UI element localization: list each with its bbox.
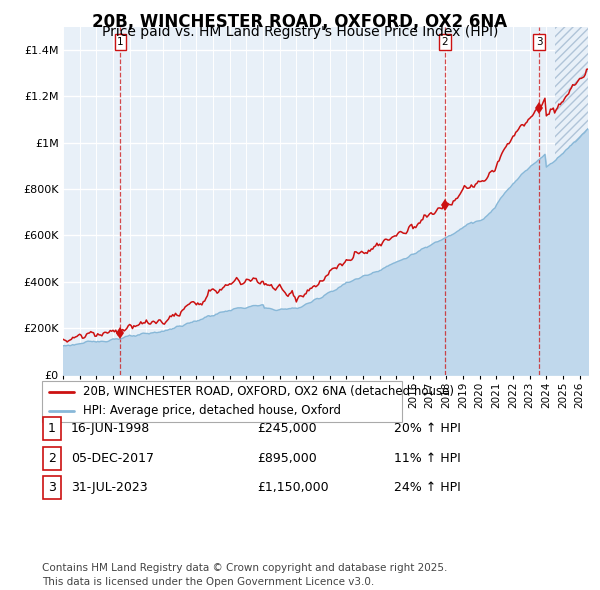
Text: 1: 1	[48, 422, 56, 435]
Text: 16-JUN-1998: 16-JUN-1998	[71, 422, 150, 435]
Text: 2: 2	[442, 37, 448, 47]
Text: 20% ↑ HPI: 20% ↑ HPI	[394, 422, 460, 435]
Text: 20B, WINCHESTER ROAD, OXFORD, OX2 6NA (detached house): 20B, WINCHESTER ROAD, OXFORD, OX2 6NA (d…	[83, 385, 454, 398]
Text: 1: 1	[117, 37, 124, 47]
Text: 2: 2	[48, 451, 56, 465]
Text: HPI: Average price, detached house, Oxford: HPI: Average price, detached house, Oxfo…	[83, 404, 341, 417]
Text: 3: 3	[536, 37, 542, 47]
Text: 24% ↑ HPI: 24% ↑ HPI	[394, 481, 460, 494]
Text: 05-DEC-2017: 05-DEC-2017	[71, 451, 154, 465]
Text: 20B, WINCHESTER ROAD, OXFORD, OX2 6NA: 20B, WINCHESTER ROAD, OXFORD, OX2 6NA	[92, 13, 508, 31]
Text: £245,000: £245,000	[257, 422, 317, 435]
Bar	[554, 27, 588, 375]
Text: 3: 3	[48, 481, 56, 494]
Text: £895,000: £895,000	[257, 451, 317, 465]
Text: 11% ↑ HPI: 11% ↑ HPI	[394, 451, 460, 465]
Text: Price paid vs. HM Land Registry's House Price Index (HPI): Price paid vs. HM Land Registry's House …	[102, 25, 498, 39]
Text: £1,150,000: £1,150,000	[257, 481, 329, 494]
Text: Contains HM Land Registry data © Crown copyright and database right 2025.
This d: Contains HM Land Registry data © Crown c…	[42, 563, 448, 587]
Text: 31-JUL-2023: 31-JUL-2023	[71, 481, 148, 494]
